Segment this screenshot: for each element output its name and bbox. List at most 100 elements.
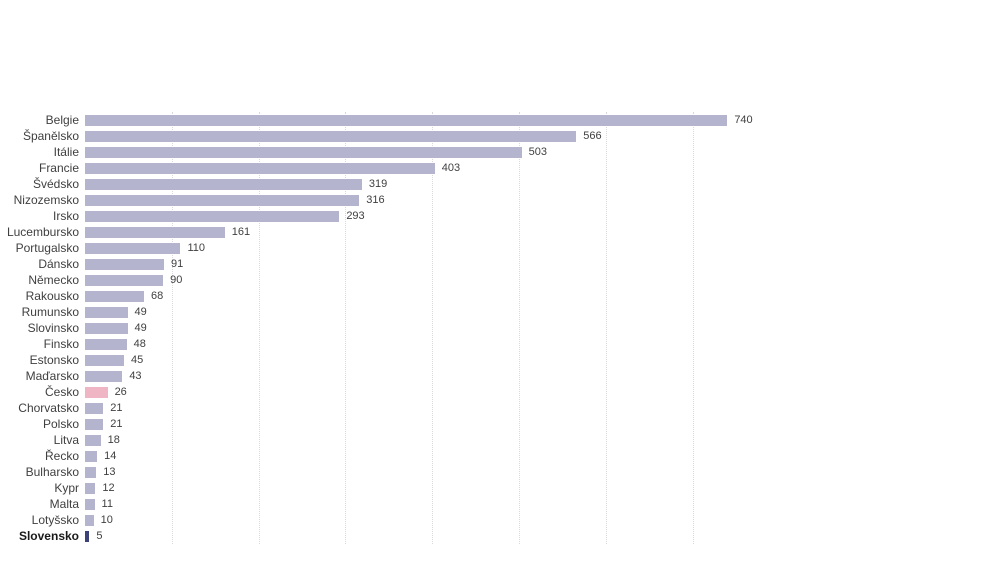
bar-row: Řecko 14	[0, 448, 1000, 464]
value-label: 566	[583, 130, 602, 142]
value-label: 503	[528, 146, 547, 158]
gridline	[605, 112, 607, 544]
bar-row: Rumunsko 49	[0, 304, 1000, 320]
bar	[85, 530, 90, 542]
bar	[85, 386, 108, 398]
bar	[85, 450, 98, 462]
value-label: 48	[133, 338, 146, 350]
bar-row: Itálie 503	[0, 144, 1000, 160]
value-label: 319	[368, 178, 388, 190]
bar-row: Litva 18	[0, 432, 1000, 448]
bar-row: Estonsko 45	[0, 352, 1000, 368]
category-label: Finsko	[43, 337, 79, 351]
category-label: Itálie	[53, 145, 79, 159]
category-label: Chorvatsko	[18, 401, 79, 415]
bar-row: Maďarsko 43	[0, 368, 1000, 384]
value-label: 110	[187, 242, 206, 254]
value-label: 12	[102, 482, 115, 494]
category-label: Nizozemsko	[13, 193, 79, 207]
value-label: 45	[131, 354, 144, 366]
category-label: Lotyšsko	[31, 513, 79, 527]
category-label: Polsko	[42, 417, 79, 431]
gridline	[692, 112, 694, 544]
gridline	[171, 112, 173, 544]
value-label: 49	[134, 322, 147, 334]
bar-row: Irsko 293	[0, 208, 1000, 224]
gridline	[345, 112, 347, 544]
bar-row: Německo 90	[0, 272, 1000, 288]
value-label: 293	[346, 210, 365, 222]
bar-row: Portugalsko 110	[0, 240, 1000, 256]
value-label: 11	[101, 498, 113, 510]
bar-row: Rakousko 68	[0, 288, 1000, 304]
bar-row: Slovensko 5	[0, 528, 1000, 544]
value-label: 21	[110, 418, 123, 430]
value-label: 43	[129, 370, 142, 382]
bar	[85, 418, 104, 430]
value-label: 49	[134, 306, 147, 318]
category-label: Slovinsko	[27, 321, 79, 335]
value-label: 740	[734, 114, 753, 126]
bar	[85, 434, 101, 446]
category-label: Rakousko	[25, 289, 79, 303]
category-label: Litva	[53, 433, 79, 447]
bar-row: Belgie 740	[0, 112, 1000, 128]
category-label: Lucembursko	[6, 225, 79, 239]
bar	[85, 322, 128, 334]
value-label: 10	[100, 514, 113, 526]
bar	[85, 338, 127, 350]
category-label: Portugalsko	[15, 241, 79, 255]
bar-row: Malta 11	[0, 496, 1000, 512]
value-label: 161	[231, 226, 251, 238]
bar-row: Švédsko 319	[0, 176, 1000, 192]
bar-row: Nizozemsko 316	[0, 192, 1000, 208]
bar-row: Španělsko 566	[0, 128, 1000, 144]
category-label: Rumunsko	[21, 305, 79, 319]
bar	[85, 306, 128, 318]
gridline	[519, 112, 520, 544]
bar	[85, 498, 95, 510]
value-label: 18	[107, 434, 120, 446]
value-label: 316	[366, 194, 385, 206]
bar-row: Lucembursko 161	[0, 224, 1000, 240]
bar-row: Dánsko 91	[0, 256, 1000, 272]
category-label: Kypr	[54, 481, 79, 495]
bar	[85, 274, 164, 286]
gridline	[432, 112, 434, 544]
bar-row: Bulharsko 13	[0, 464, 1000, 480]
bar-row: Slovinsko 49	[0, 320, 1000, 336]
category-label: Estonsko	[29, 353, 79, 367]
bar	[85, 178, 362, 190]
category-label: Dánsko	[38, 257, 79, 271]
value-label: 14	[104, 450, 117, 462]
category-label: Švédsko	[32, 177, 79, 191]
bar	[85, 146, 522, 158]
bar-row: Kypr 12	[0, 480, 1000, 496]
bar	[85, 354, 125, 366]
value-label: 13	[103, 466, 116, 478]
value-label: 26	[114, 386, 127, 398]
bar	[85, 258, 164, 270]
bar	[85, 226, 225, 238]
bar	[85, 114, 728, 126]
category-label: Bulharsko	[25, 465, 79, 479]
bar-row: Polsko 21	[0, 416, 1000, 432]
bar	[85, 194, 360, 206]
bar	[85, 482, 96, 494]
bar	[85, 514, 94, 526]
bar	[85, 402, 104, 414]
bar-row: Francie 403	[0, 160, 1000, 176]
bar	[85, 466, 97, 478]
bar	[85, 370, 123, 382]
value-label: 21	[110, 402, 123, 414]
category-label: Německo	[28, 273, 79, 287]
category-label: Francie	[38, 161, 79, 175]
category-label: Belgie	[45, 113, 79, 127]
bar-row: Česko 26	[0, 384, 1000, 400]
value-label: 403	[441, 162, 461, 174]
category-label: Česko	[44, 385, 79, 399]
bar	[85, 162, 435, 174]
value-label: 68	[151, 290, 164, 302]
category-label: Řecko	[44, 449, 79, 463]
